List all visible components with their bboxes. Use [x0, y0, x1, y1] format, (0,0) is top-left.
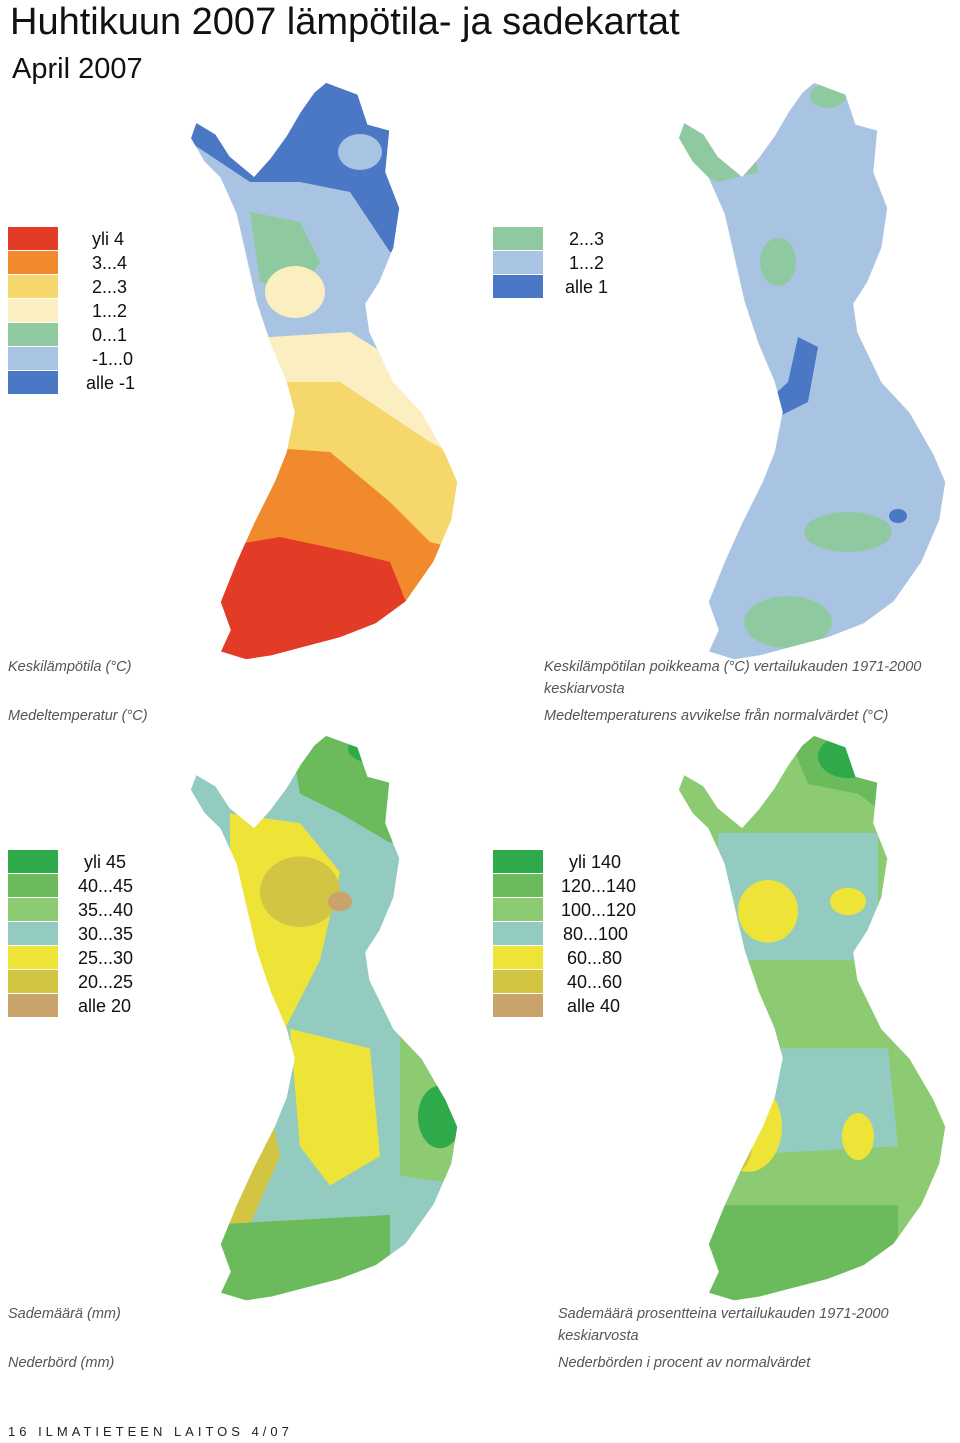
legend-swatch	[493, 970, 543, 993]
precipitation-percent-map	[678, 735, 947, 1302]
legend-label: 2...3	[569, 229, 605, 249]
legend-label: 40...60	[567, 972, 623, 992]
legend-label: yli 45	[84, 852, 127, 872]
precipitation-map	[190, 735, 459, 1302]
legend-swatch	[8, 227, 58, 250]
caption-sv: Nederbörd (mm)	[8, 1355, 115, 1371]
caption-sv: Medeltemperatur (°C)	[8, 708, 148, 724]
caption-sv: Medeltemperaturens avvikelse från normal…	[544, 708, 889, 724]
legend-swatch	[8, 850, 58, 873]
caption-precipitation: Sademäärä (mm) Nederbörd (mm)	[8, 1303, 308, 1374]
legend-swatch	[8, 323, 58, 346]
page-footer: 16 ILMATIETEEN LAITOS 4/07	[8, 1424, 293, 1439]
legend-label: 1...2	[92, 301, 128, 321]
caption-fi: Sademäärä (mm)	[8, 1306, 121, 1322]
legend-label: 0...1	[92, 325, 128, 345]
legend-label: 3...4	[92, 253, 128, 273]
legend-swatch	[8, 946, 58, 969]
legend-swatch	[493, 850, 543, 873]
legend-swatch	[493, 227, 543, 250]
legend-label: 120...140	[561, 876, 637, 896]
caption-fi-2	[8, 1325, 308, 1347]
legend-label: 30...35	[78, 924, 134, 944]
caption-fi-2: keskiarvosta	[544, 681, 625, 697]
legend-label: 1...2	[569, 253, 605, 273]
legend-label: alle 20	[78, 996, 132, 1016]
legend-label: 40...45	[78, 876, 134, 896]
legend-swatch	[8, 994, 58, 1017]
legend-swatch	[493, 946, 543, 969]
temperature-anomaly-map	[678, 82, 947, 661]
page-title: Huhtikuun 2007 lämpötila- ja sadekartat	[10, 1, 680, 43]
legend-label: alle -1	[86, 373, 136, 393]
legend-swatch	[8, 970, 58, 993]
legend-label: 60...80	[567, 948, 623, 968]
caption-fi: Keskilämpötila (°C)	[8, 659, 132, 675]
legend-swatch	[493, 994, 543, 1017]
legend-swatch	[8, 371, 58, 394]
legend-swatch	[493, 275, 543, 298]
legend-label: yli 4	[92, 229, 125, 249]
caption-precipitation-percent: Sademäärä prosentteina vertailukauden 19…	[558, 1303, 954, 1374]
caption-sv: Nederbörden i procent av normalvärdet	[558, 1355, 811, 1371]
legend-label: 80...100	[563, 924, 629, 944]
legend-label: alle 1	[565, 277, 609, 297]
legend-swatch	[8, 874, 58, 897]
caption-temperature-anomaly: Keskilämpötilan poikkeama (°C) vertailuk…	[544, 656, 954, 727]
legend-label: 25...30	[78, 948, 134, 968]
legend-label: 100...120	[561, 900, 637, 920]
legend-label: 2...3	[92, 277, 128, 297]
legend-label: alle 40	[567, 996, 621, 1016]
caption-temperature: Keskilämpötila (°C) Medeltemperatur (°C)	[8, 656, 308, 727]
legend-label: -1...0	[92, 349, 134, 369]
legend-swatch	[493, 251, 543, 274]
caption-fi-2: keskiarvosta	[558, 1328, 639, 1344]
legend-swatch	[493, 874, 543, 897]
legend-swatch	[493, 922, 543, 945]
legend-swatch	[8, 299, 58, 322]
legend-label: 20...25	[78, 972, 134, 992]
legend-swatch	[8, 898, 58, 921]
legend-swatch	[8, 251, 58, 274]
legend-swatch	[8, 275, 58, 298]
caption-fi: Keskilämpötilan poikkeama (°C) vertailuk…	[544, 659, 922, 675]
caption-fi: Sademäärä prosentteina vertailukauden 19…	[558, 1306, 889, 1322]
temperature-map	[190, 82, 459, 661]
caption-fi-2	[8, 678, 308, 700]
legend-swatch	[493, 898, 543, 921]
legend-swatch	[8, 347, 58, 370]
legend-label: yli 140	[569, 852, 622, 872]
page-subtitle: April 2007	[12, 53, 143, 85]
legend-swatch	[8, 922, 58, 945]
legend-label: 35...40	[78, 900, 134, 920]
